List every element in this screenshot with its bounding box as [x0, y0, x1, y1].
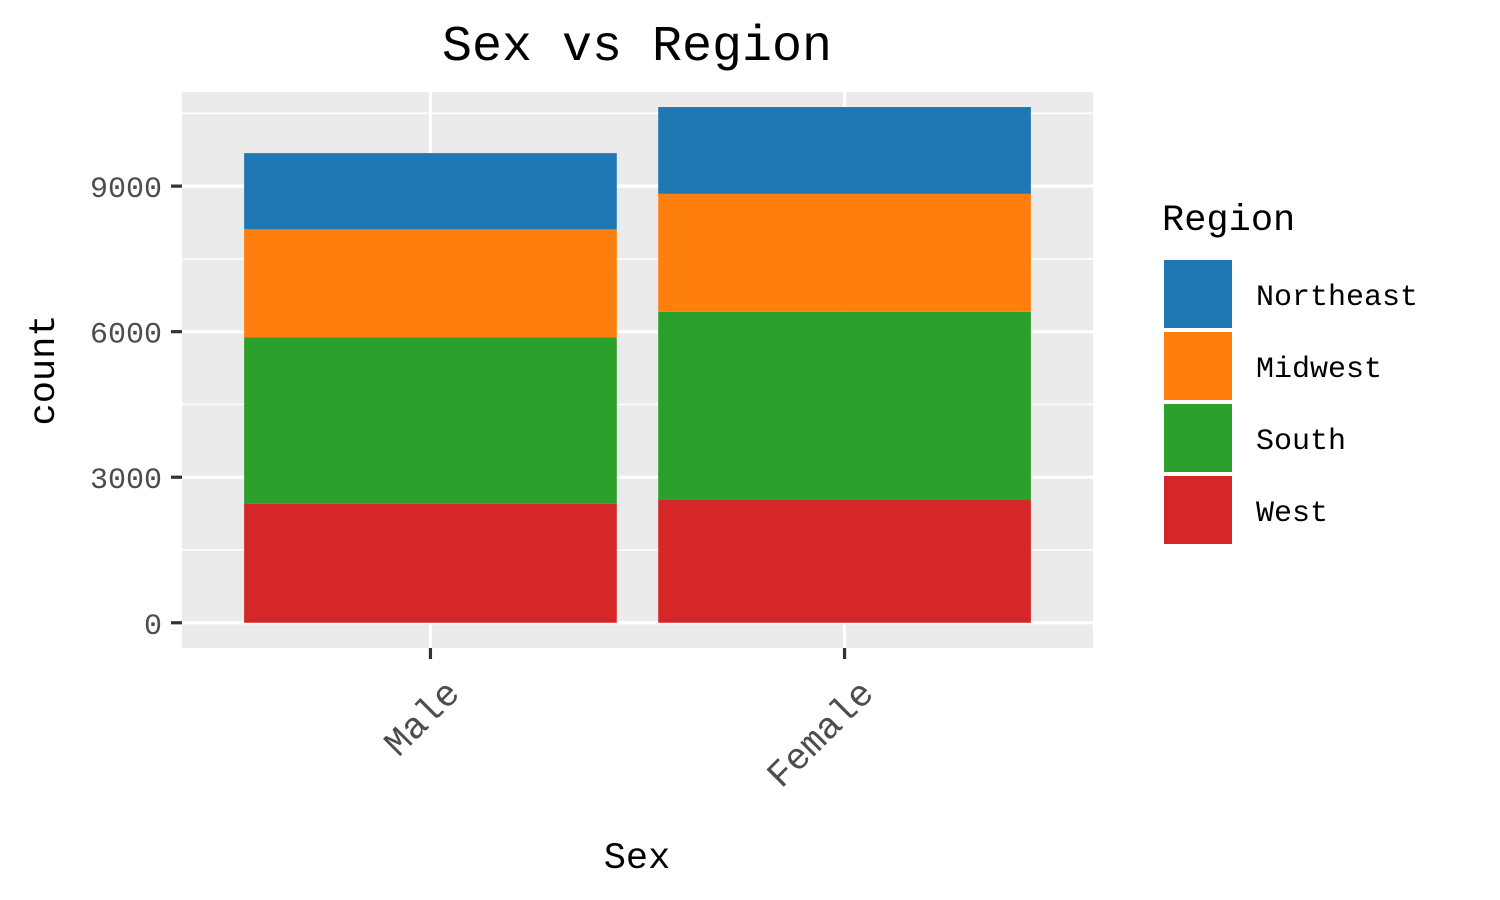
y-tick-label: 9000	[90, 173, 162, 207]
y-axis-label: count	[24, 314, 66, 425]
bar-segment-female-west	[658, 500, 1031, 623]
bar-segment-male-northeast	[244, 153, 617, 230]
y-tick-label: 0	[144, 610, 162, 644]
bar-segment-female-midwest	[658, 193, 1031, 312]
bar-segment-male-south	[244, 337, 617, 504]
x-tick-label: Male	[377, 674, 470, 767]
bar-segment-male-west	[244, 503, 617, 623]
bar-segments	[244, 107, 1031, 623]
legend-swatch-west	[1164, 476, 1232, 544]
y-tick-label: 3000	[90, 464, 162, 498]
x-axis-label: Sex	[604, 838, 671, 880]
legend-swatch-midwest	[1164, 332, 1232, 400]
y-tick-label: 6000	[90, 319, 162, 353]
y-axis: 0 3000 6000 9000	[90, 173, 182, 644]
legend-label-south: South	[1256, 425, 1346, 459]
legend-label-midwest: Midwest	[1256, 353, 1382, 387]
bar-segment-female-south	[658, 311, 1031, 501]
bar-segment-female-northeast	[658, 107, 1031, 194]
chart-title: Sex vs Region	[442, 19, 832, 76]
x-tick-label: Female	[760, 674, 884, 798]
legend-swatch-northeast	[1164, 260, 1232, 328]
legend-swatch-south	[1164, 404, 1232, 472]
x-axis: Male Female	[377, 648, 884, 798]
legend-title: Region	[1162, 200, 1295, 242]
legend: Northeast Midwest South West	[1162, 258, 1418, 546]
legend-label-west: West	[1256, 497, 1328, 531]
legend-label-northeast: Northeast	[1256, 281, 1418, 315]
bar-segment-male-midwest	[244, 229, 617, 338]
